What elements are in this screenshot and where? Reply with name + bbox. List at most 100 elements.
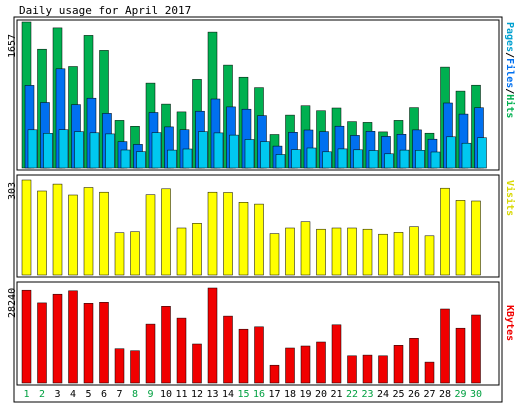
pages-bar-29 (461, 142, 472, 169)
kbytes-bar-12 (192, 343, 202, 384)
visits-bar-28 (440, 187, 450, 276)
day-label-1: 1 (23, 389, 29, 400)
day-label-25: 25 (392, 389, 404, 400)
day-label-14: 14 (222, 389, 234, 400)
kbytes-bar-7 (114, 348, 125, 384)
pages-bar-24 (384, 153, 394, 169)
visits-bar-21 (331, 227, 342, 276)
day-label-13: 13 (206, 389, 218, 400)
hits-panel-border (16, 19, 500, 171)
pages-bar-22 (353, 149, 363, 169)
visits-bar-20 (316, 228, 326, 276)
pages-bar-6 (105, 133, 115, 169)
pages-bar-7 (120, 149, 131, 169)
pages-bar-30 (477, 137, 487, 169)
pages-bar-17 (275, 154, 286, 169)
pages-bar-4 (74, 131, 84, 169)
kbytes-bar-8 (130, 350, 140, 384)
kbytes-bar-22 (347, 355, 357, 384)
pages-bar-8 (136, 151, 146, 169)
day-label-19: 19 (299, 389, 311, 400)
legend-files: Files (504, 58, 516, 88)
visits-bar-14 (223, 192, 233, 276)
day-labels: 1 2 3 4 5 6 7 8 9 10 11 12 13 14 15 16 17 18 19 20 21 22 23 24 2… (23, 389, 482, 400)
visits-bar-19 (300, 221, 311, 276)
legend-sep-1: / (504, 52, 515, 58)
kbytes-bar-6 (99, 302, 109, 384)
pages-bar-16 (260, 141, 270, 169)
pages-bar-3 (58, 129, 69, 169)
day-label-9: 9 (147, 389, 153, 400)
pages-bar-10 (167, 149, 177, 169)
kbytes-bar-16 (254, 326, 264, 384)
pages-bar-5 (89, 132, 100, 169)
visits-panel-border (16, 174, 500, 278)
visits-bar-24 (378, 233, 388, 276)
kbytes-bar-29 (455, 327, 466, 384)
visits-bar-23 (362, 228, 373, 276)
visits-panel-bars (21, 179, 481, 276)
day-label-18: 18 (284, 389, 296, 400)
visits-bar-9 (145, 194, 156, 276)
day-label-11: 11 (175, 389, 187, 400)
kbytes-bar-10 (161, 306, 171, 384)
kbytes-bar-4 (68, 290, 78, 384)
pages-bar-15 (244, 139, 255, 169)
visits-bar-12 (192, 223, 202, 276)
kbytes-bar-21 (331, 324, 342, 384)
pages-bar-1 (27, 129, 38, 169)
pages-bar-13 (213, 132, 224, 169)
kbytes-bar-9 (145, 323, 156, 384)
visits-bar-10 (161, 188, 171, 276)
visits-bar-13 (207, 191, 218, 276)
pages-bar-19 (306, 147, 317, 169)
day-label-3: 3 (54, 389, 60, 400)
kbytes-bar-11 (176, 317, 187, 384)
visits-bar-11 (176, 227, 187, 276)
hits-panel: 1657 Pages/Files/Hits (7, 19, 516, 171)
hits-panel-legend: Pages/Files/Hits (504, 22, 516, 118)
kbytes-bar-24 (378, 355, 388, 384)
visits-bar-3 (52, 183, 63, 276)
pages-bar-11 (182, 148, 193, 169)
day-label-28: 28 (439, 389, 451, 400)
pages-bar-27 (430, 151, 441, 169)
day-label-2: 2 (39, 389, 45, 400)
hits-panel-max-label: 1657 (7, 34, 18, 58)
pages-bar-9 (151, 132, 162, 169)
kbytes-panel-bars (21, 287, 481, 384)
kbytes-bar-3 (52, 293, 63, 384)
chart-title: Daily usage for April 2017 (19, 4, 191, 17)
pages-bar-12 (198, 131, 208, 169)
legend-kbytes: KBytes (504, 305, 515, 341)
visits-bar-29 (455, 200, 466, 276)
kbytes-bar-18 (285, 347, 295, 384)
legend-hits: Hits (504, 94, 516, 118)
pages-bar-21 (337, 148, 348, 169)
visits-bar-17 (269, 233, 280, 276)
day-label-22: 22 (346, 389, 358, 400)
visits-bar-4 (68, 194, 78, 276)
day-label-24: 24 (377, 389, 389, 400)
kbytes-bar-13 (207, 287, 218, 384)
pages-bar-23 (368, 150, 379, 169)
kbytes-panel-border (16, 281, 500, 386)
kbytes-bar-27 (424, 361, 435, 384)
pages-bar-26 (415, 150, 425, 169)
kbytes-bar-28 (440, 308, 450, 384)
kbytes-bar-17 (269, 364, 280, 384)
pages-bar-18 (291, 149, 301, 169)
day-label-20: 20 (315, 389, 327, 400)
day-label-5: 5 (85, 389, 91, 400)
kbytes-bar-2 (37, 302, 47, 384)
kbytes-bar-20 (316, 341, 326, 384)
kbytes-bar-14 (223, 315, 233, 384)
day-label-27: 27 (423, 389, 435, 400)
pages-bar-25 (399, 149, 410, 169)
visits-bar-18 (285, 227, 295, 276)
visits-bar-5 (83, 187, 94, 276)
visits-bar-22 (347, 227, 357, 276)
kbytes-bar-15 (238, 328, 249, 384)
hits-panel-bars (21, 21, 487, 169)
